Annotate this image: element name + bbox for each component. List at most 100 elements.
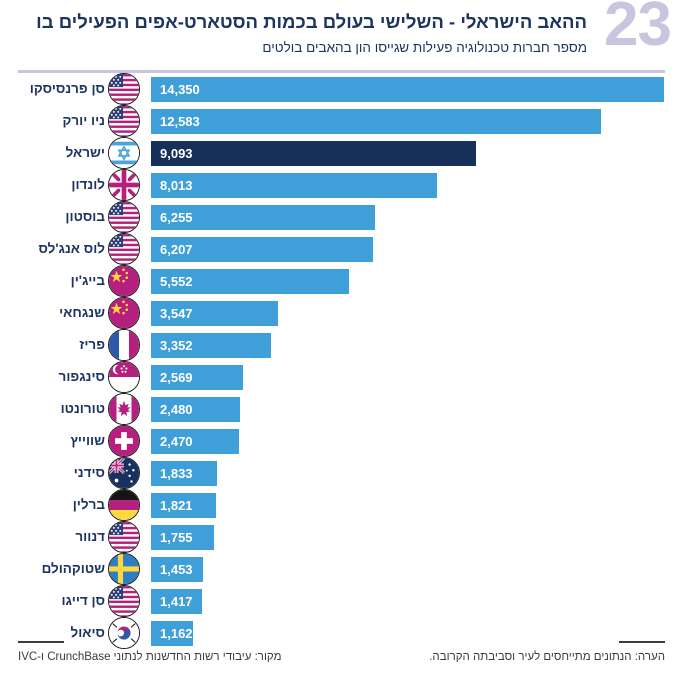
bar-value-1: 14,350	[160, 81, 200, 97]
chart-row: פריז 3,352	[0, 329, 679, 361]
row-label-5: בוסטון	[65, 209, 105, 224]
row-label-10: סינגפור	[58, 369, 105, 384]
flag-icon-singapore	[108, 361, 140, 393]
chart-row: בייג'ין 5,552	[0, 265, 679, 297]
chart-subtitle: מספר חברות טכנולוגיה פעילות שגייסו הון ב…	[262, 40, 587, 56]
flag-icon-switzerland	[108, 425, 140, 457]
flag-icon-china	[108, 297, 140, 329]
row-label-9: פריז	[79, 337, 105, 352]
bar-value-6: 6,207	[160, 241, 193, 257]
flag-icon-uk	[108, 169, 140, 201]
bar-6: 6,207	[151, 236, 373, 262]
flag-icon-germany	[108, 489, 140, 521]
bar-value-5: 6,255	[160, 209, 193, 225]
row-label-16: שטוקהולם	[41, 561, 105, 576]
chart-row: סיאול 1,162	[0, 617, 679, 649]
bar-5: 6,255	[151, 204, 375, 230]
chart-row: בוסטון 6,255	[0, 201, 679, 233]
bar-18: 1,162	[151, 620, 193, 646]
bar-16: 1,453	[151, 556, 203, 582]
header-divider	[18, 70, 665, 73]
bar-value-2: 12,583	[160, 113, 200, 129]
bar-14: 1,821	[151, 492, 216, 518]
flag-icon-usa	[108, 201, 140, 233]
note-text: הערה: הנתונים מתייחסים לעיר וסביבתה הקרו…	[429, 651, 665, 663]
flag-icon-usa	[108, 233, 140, 265]
flag-icon-israel	[108, 137, 140, 169]
flag-icon-southkorea	[108, 617, 140, 649]
bar-8: 3,547	[151, 300, 278, 326]
row-label-13: סידני	[73, 465, 105, 480]
bar-13: 1,833	[151, 460, 217, 486]
bar-value-9: 3,352	[160, 337, 193, 353]
bar-11: 2,480	[151, 396, 240, 422]
bar-17: 1,417	[151, 588, 202, 614]
bar-12: 2,470	[151, 428, 239, 454]
bar-value-4: 8,013	[160, 177, 193, 193]
chart-number: 23	[604, 0, 672, 59]
row-label-14: ברלין	[72, 497, 105, 512]
flag-icon-australia	[108, 457, 140, 489]
bar-3: 9,093	[151, 140, 476, 166]
chart-row: דנוור 1,755	[0, 521, 679, 553]
chart-footer: מקור: עיבודי רשות החדשנות לנתוני CrunchB…	[0, 641, 679, 681]
flag-icon-france	[108, 329, 140, 361]
chart-row: ברלין 1,821	[0, 489, 679, 521]
bar-9: 3,352	[151, 332, 271, 358]
bar-7: 5,552	[151, 268, 349, 294]
row-label-8: שנגחאי	[59, 305, 105, 320]
flag-icon-usa	[108, 585, 140, 617]
chart-header: 23 ההאב הישראלי - השלישי בעולם בכמות הסט…	[0, 0, 679, 73]
bar-value-12: 2,470	[160, 433, 193, 449]
chart-row: לונדון 8,013	[0, 169, 679, 201]
chart-row: ניו יורק 12,583	[0, 105, 679, 137]
bar-value-16: 1,453	[160, 561, 193, 577]
bar-value-15: 1,755	[160, 529, 193, 545]
bar-value-8: 3,547	[160, 305, 193, 321]
chart-row: סידני 1,833	[0, 457, 679, 489]
flag-icon-canada	[108, 393, 140, 425]
bar-10: 2,569	[151, 364, 243, 390]
bar-1: 14,350	[151, 76, 664, 102]
chart-row: שטוקהולם 1,453	[0, 553, 679, 585]
footer-divider-left	[18, 641, 64, 643]
chart-row: שווייץ 2,470	[0, 425, 679, 457]
row-label-4: לונדון	[71, 177, 105, 192]
bar-value-10: 2,569	[160, 369, 193, 385]
bar-value-18: 1,162	[160, 625, 193, 641]
row-label-11: טורונטו	[60, 401, 105, 416]
bar-value-14: 1,821	[160, 497, 193, 513]
source-text: מקור: עיבודי רשות החדשנות לנתוני CrunchB…	[18, 651, 282, 663]
bar-value-17: 1,417	[160, 593, 193, 609]
bar-4: 8,013	[151, 172, 437, 198]
chart-row: לוס אנג'לס 6,207	[0, 233, 679, 265]
row-label-12: שווייץ	[70, 433, 105, 448]
chart-row: טורונטו 2,480	[0, 393, 679, 425]
chart-row: ישראל 9,093	[0, 137, 679, 169]
row-label-18: סיאול	[70, 625, 105, 640]
chart-row: סן דייגו 1,417	[0, 585, 679, 617]
flag-icon-usa	[108, 73, 140, 105]
bar-value-11: 2,480	[160, 401, 193, 417]
row-label-6: לוס אנג'לס	[38, 241, 105, 256]
bar-2: 12,583	[151, 108, 601, 134]
bar-value-13: 1,833	[160, 465, 193, 481]
row-label-1: סן פרנסיסקו	[29, 81, 105, 96]
chart-row: סינגפור 2,569	[0, 361, 679, 393]
bar-15: 1,755	[151, 524, 214, 550]
page-title: ההאב הישראלי - השלישי בעולם בכמות הסטארט…	[36, 11, 587, 32]
bar-value-7: 5,552	[160, 273, 193, 289]
row-label-15: דנוור	[75, 529, 105, 544]
row-label-2: ניו יורק	[62, 113, 105, 128]
row-label-3: ישראל	[65, 145, 105, 160]
row-label-7: בייג'ין	[70, 273, 105, 288]
bar-chart: סן פרנסיסקו 14,350 ניו יורק 12,583 ישראל 9,…	[0, 73, 679, 649]
footer-divider-right	[619, 641, 665, 643]
flag-icon-usa	[108, 521, 140, 553]
flag-icon-china	[108, 265, 140, 297]
flag-icon-sweden	[108, 553, 140, 585]
row-label-17: סן דייגו	[61, 593, 105, 608]
title-block: ההאב הישראלי - השלישי בעולם בכמות הסטארט…	[14, 6, 665, 57]
chart-row: סן פרנסיסקו 14,350	[0, 73, 679, 105]
bar-value-3: 9,093	[160, 145, 193, 161]
